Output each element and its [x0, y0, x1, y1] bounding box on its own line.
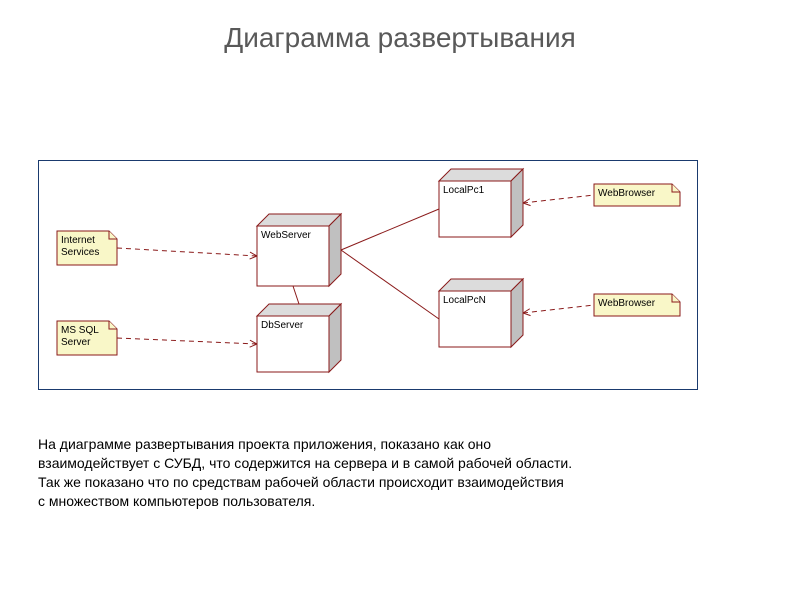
- diagram-frame: WebServer DbServer LocalPc1 LocalPcN Interne…: [38, 160, 698, 390]
- deployment-diagram: WebServer DbServer LocalPc1 LocalPcN Interne…: [39, 161, 699, 391]
- edge: [293, 286, 299, 304]
- caption-line: Так же показано что по средствам рабочей…: [38, 473, 572, 492]
- note-label: Services: [61, 247, 99, 258]
- note-internet: InternetServices: [57, 231, 117, 265]
- note-label: WebBrowser: [598, 298, 656, 309]
- node-label: DbServer: [261, 320, 304, 331]
- note-label: Server: [61, 337, 91, 348]
- node-webserver: WebServer: [257, 214, 341, 286]
- node-dbserver: DbServer: [257, 304, 341, 372]
- note-label: Internet: [61, 235, 95, 246]
- edge: [341, 209, 439, 250]
- note-webbrowser2: WebBrowser: [594, 294, 680, 316]
- node-label: LocalPc1: [443, 185, 485, 196]
- caption-line: взаимодействует с СУБД, что содержится н…: [38, 454, 572, 473]
- caption-line: На диаграмме развертывания проекта прило…: [38, 435, 572, 454]
- edge: [341, 250, 439, 319]
- node-label: LocalPcN: [443, 295, 486, 306]
- edge: [117, 248, 257, 256]
- edge: [523, 305, 594, 313]
- node-label: WebServer: [261, 230, 312, 241]
- node-localpcn: LocalPcN: [439, 279, 523, 347]
- note-webbrowser1: WebBrowser: [594, 184, 680, 206]
- node-localpc1: LocalPc1: [439, 169, 523, 237]
- note-label: MS SQL: [61, 325, 99, 336]
- edge: [523, 195, 594, 203]
- note-mssql: MS SQLServer: [57, 321, 117, 355]
- page-title: Диаграмма развертывания: [0, 0, 800, 54]
- note-label: WebBrowser: [598, 188, 656, 199]
- edge: [117, 338, 257, 344]
- caption-text: На диаграмме развертывания проекта прило…: [38, 435, 572, 511]
- caption-line: с множеством компьютеров пользователя.: [38, 492, 572, 511]
